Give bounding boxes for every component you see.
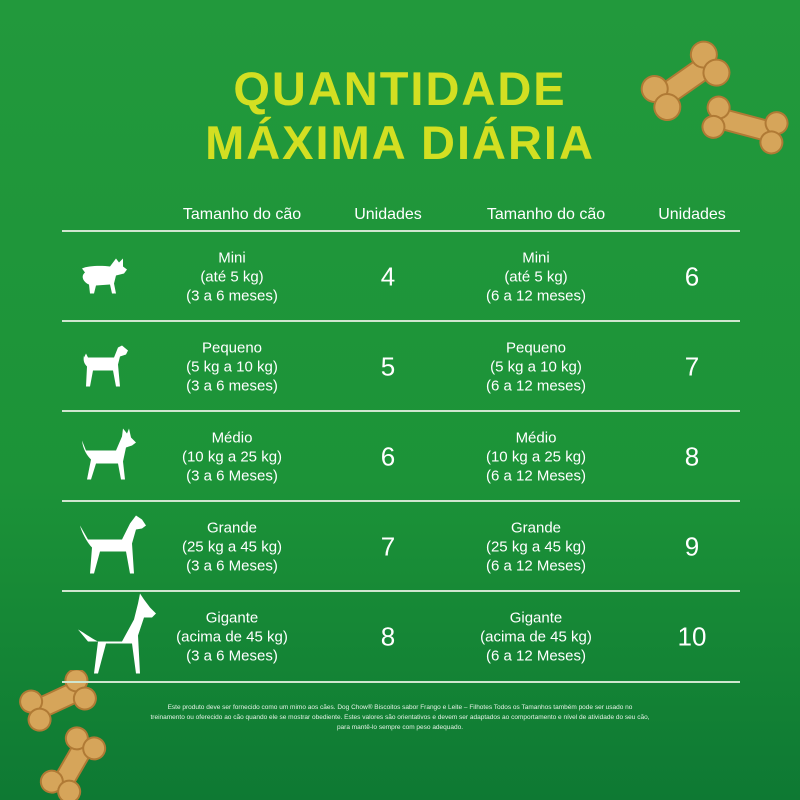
size-line: Gigante: [205, 609, 259, 627]
size-line: (6 a 12 Meses): [485, 467, 587, 485]
size-line: (6 a 12 Meses): [485, 557, 587, 575]
size-line: (6 a 12 Meses): [485, 647, 587, 665]
page-title: QUANTIDADE MÁXIMA DIÁRIA: [0, 62, 800, 170]
size-line: Pequeno: [201, 339, 263, 357]
right-units: 10: [677, 621, 707, 652]
right-units: 8: [684, 441, 700, 472]
table-row: Médio (10 kg a 25 kg) (3 a 6 Meses) 6 Médio(…: [62, 412, 740, 502]
right-size-description: Grande (25 kg a 45 kg) (6 a 12 Meses): [451, 519, 621, 576]
divider: [62, 590, 740, 592]
header-units-left: Unidades: [354, 206, 422, 223]
right-size-description: Médio (10 kg a 25 kg) (6 a 12 Meses): [451, 429, 621, 486]
left-size-description: Mini (até 5 kg) (3 a 6 meses): [147, 249, 317, 306]
great-dane-icon: [76, 593, 158, 681]
size-line: (acima de 45 kg): [480, 628, 592, 646]
size-line: (25 kg a 45 kg): [181, 538, 283, 556]
size-line: (5 kg a 10 kg): [490, 358, 582, 376]
header-size-right: Tamanho do cão: [486, 206, 606, 223]
size-line: (até 5 kg): [200, 268, 264, 286]
left-size-description: Gigante (acima de 45 kg) (3 a 6 Meses): [147, 609, 317, 666]
table-row: Gigante (acima de 45 kg) (3 a 6 Meses) 8 Gig…: [62, 592, 740, 682]
size-line: (acima de 45 kg): [176, 628, 288, 646]
title-line-2: MÁXIMA DIÁRIA: [205, 116, 595, 169]
left-size-description: Médio (10 kg a 25 kg) (3 a 6 Meses): [147, 429, 317, 486]
left-units: 4: [380, 261, 396, 292]
biscuit-bottom-icon: [19, 670, 107, 800]
size-line: (3 a 6 meses): [186, 377, 278, 395]
right-size-description: Mini (até 5 kg) (6 a 12 meses): [451, 249, 621, 306]
size-line: (3 a 6 Meses): [186, 557, 278, 575]
medium-dog-icon: [76, 427, 138, 488]
size-line: (até 5 kg): [504, 268, 568, 286]
size-line: (25 kg a 45 kg): [485, 538, 587, 556]
title-line-1: QUANTIDADE: [233, 62, 567, 115]
left-units: 6: [380, 441, 396, 472]
table-row: Pequeno (5 kg a 10 kg) (3 a 6 meses) 5 Peque…: [62, 322, 740, 412]
divider: [62, 500, 740, 502]
footnote: Este produto deve ser fornecido como um …: [150, 704, 650, 731]
size-line: (10 kg a 25 kg): [485, 448, 587, 466]
large-dog-icon: [76, 514, 148, 581]
left-units: 5: [380, 351, 396, 382]
size-line: Mini: [218, 249, 246, 267]
left-units: 8: [380, 621, 396, 652]
size-line: (6 a 12 meses): [485, 287, 587, 305]
size-line: (3 a 6 Meses): [186, 467, 278, 485]
divider: [62, 410, 740, 412]
terrier-icon: [76, 340, 132, 395]
size-line: (5 kg a 10 kg): [186, 358, 278, 376]
left-units: 7: [380, 531, 396, 562]
size-line: (10 kg a 25 kg): [181, 448, 283, 466]
left-size-description: Pequeno (5 kg a 10 kg) (3 a 6 meses): [147, 339, 317, 396]
header-size-left: Tamanho do cão: [182, 206, 302, 223]
size-line: Grande: [510, 519, 562, 537]
size-line: Médio: [211, 429, 253, 447]
left-size-description: Grande (25 kg a 45 kg) (3 a 6 Meses): [147, 519, 317, 576]
divider: [62, 230, 740, 232]
table-row: Grande (25 kg a 45 kg) (3 a 6 Meses) 7 Grand…: [62, 502, 740, 592]
size-line: Pequeno: [505, 339, 567, 357]
right-size-description: Pequeno (5 kg a 10 kg) (6 a 12 meses): [451, 339, 621, 396]
divider: [62, 681, 740, 683]
table-row: Mini (até 5 kg) (3 a 6 meses) 4 Mini (até 5 k…: [62, 232, 740, 322]
biscuit-top-icon: [640, 40, 789, 155]
header-units-right: Unidades: [658, 206, 726, 223]
divider: [62, 320, 740, 322]
size-line: (6 a 12 meses): [485, 377, 587, 395]
size-line: (3 a 6 Meses): [186, 647, 278, 665]
size-line: Médio: [515, 429, 557, 447]
size-line: Grande: [206, 519, 258, 537]
right-size-description: Gigante (acima de 45 kg) (6 a 12 Meses): [451, 609, 621, 666]
size-line: Mini: [522, 249, 550, 267]
right-units: 6: [684, 261, 700, 292]
size-line: Gigante: [509, 609, 563, 627]
right-units: 9: [684, 531, 700, 562]
right-units: 7: [684, 351, 700, 382]
size-line: (3 a 6 meses): [186, 287, 278, 305]
french-bulldog-icon: [76, 253, 132, 302]
